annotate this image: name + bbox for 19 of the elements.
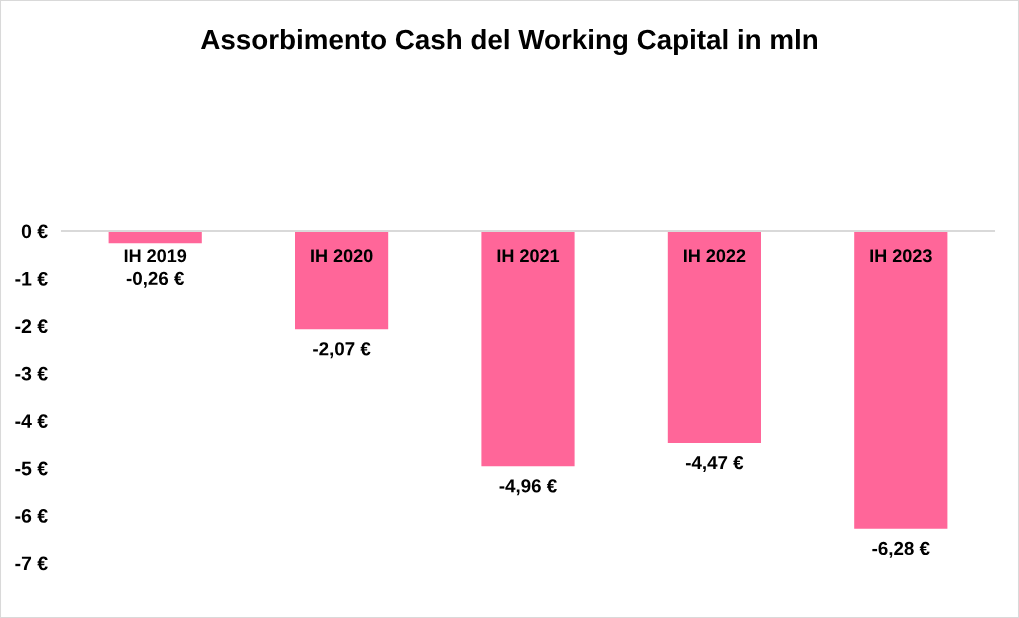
- y-tick-label: -3 €: [15, 366, 48, 381]
- y-tick-label: -6 €: [15, 509, 48, 523]
- x-tick-label: IH 2019: [124, 249, 187, 263]
- data-label: -0,26 €: [126, 271, 185, 288]
- x-tick-label: IH 2022: [683, 249, 746, 263]
- y-tick-label: -4 €: [15, 414, 48, 428]
- data-label: -4,47 €: [685, 456, 744, 472]
- data-label: -6,28 €: [872, 541, 930, 558]
- data-label: -4,96 €: [499, 479, 557, 496]
- chart-title: Assorbimento Cash del Working Capital in mln: [201, 28, 817, 56]
- x-tick-label: IH 2021: [497, 249, 560, 263]
- y-tick-label: -1 €: [15, 271, 48, 286]
- y-tick-label: 0 €: [21, 224, 48, 239]
- x-tick-label: IH 2020: [311, 249, 373, 263]
- y-tick-label: -7 €: [15, 556, 48, 571]
- y-tick-label: -2 €: [15, 319, 48, 334]
- data-label: -2,07 €: [313, 342, 371, 359]
- x-tick-label: IH 2023: [870, 249, 932, 263]
- y-tick-label: -5 €: [15, 461, 48, 476]
